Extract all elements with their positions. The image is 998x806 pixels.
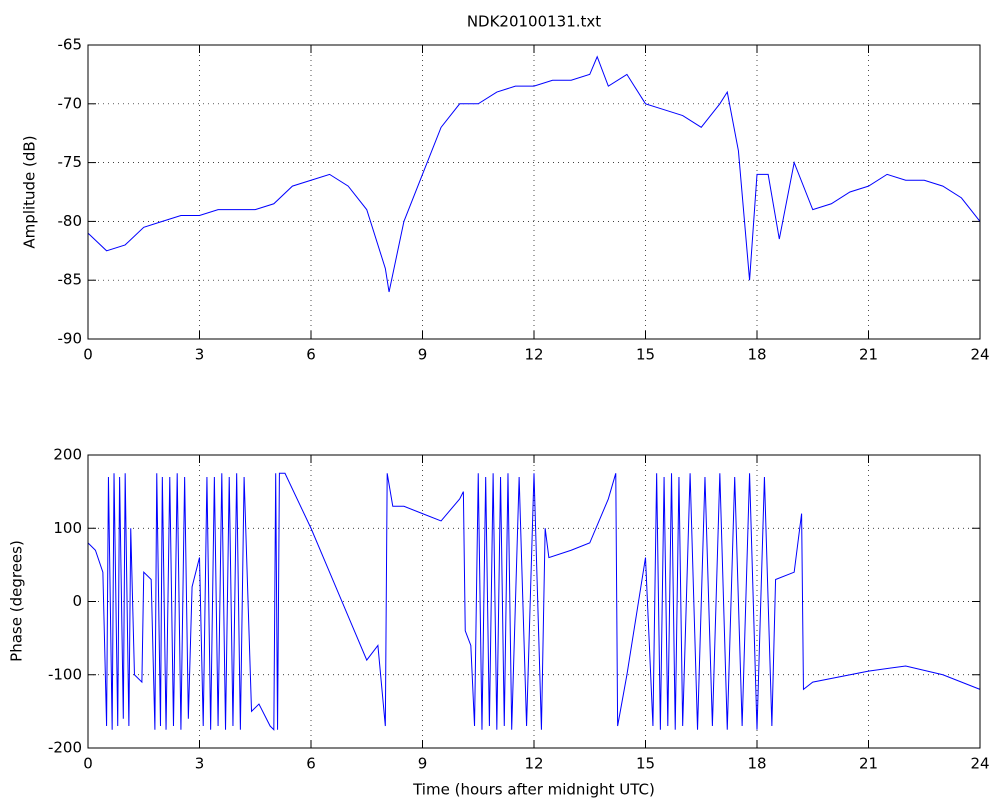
x-tick-label: 15 — [636, 346, 655, 364]
x-tick-label: 18 — [747, 346, 766, 364]
y-tick-label: -80 — [58, 212, 83, 230]
y-tick-label: -200 — [48, 739, 82, 757]
x-tick-label: 9 — [418, 755, 428, 773]
x-tick-label: 3 — [195, 755, 205, 773]
y-tick-label: -85 — [58, 271, 83, 289]
x-tick-label: 12 — [524, 346, 543, 364]
axes-frame — [87, 454, 981, 749]
x-tick-label: 3 — [195, 346, 205, 364]
axes-frame — [87, 44, 981, 340]
y-tick-label: -65 — [58, 36, 83, 54]
y-tick-label: -100 — [48, 665, 82, 683]
y-tick-label: 0 — [72, 592, 82, 610]
y-tick-label: -90 — [58, 330, 83, 348]
y-axis-label: Amplitude (dB) — [21, 135, 39, 248]
chart-title: NDK20100131.txt — [467, 13, 601, 31]
data-line — [87, 472, 981, 731]
x-tick-label: 9 — [418, 346, 428, 364]
x-tick-label: 6 — [306, 346, 316, 364]
y-tick-label: 100 — [53, 519, 82, 537]
data-line — [87, 55, 981, 293]
y-axis-label: Phase (degrees) — [8, 540, 26, 662]
x-tick-label: 12 — [524, 755, 543, 773]
y-tick-label: -75 — [58, 153, 83, 171]
x-tick-label: 24 — [970, 755, 989, 773]
x-tick-label: 15 — [636, 755, 655, 773]
x-tick-label: 24 — [970, 346, 989, 364]
x-tick-label: 0 — [83, 346, 93, 364]
x-tick-label: 0 — [83, 755, 93, 773]
x-tick-label: 6 — [306, 755, 316, 773]
y-tick-label: -70 — [58, 94, 83, 112]
x-tick-label: 21 — [859, 346, 878, 364]
plot-area — [88, 45, 980, 339]
y-tick-label: 200 — [53, 446, 82, 464]
x-tick-label: 21 — [859, 755, 878, 773]
x-tick-label: 18 — [747, 755, 766, 773]
x-axis-label: Time (hours after midnight UTC) — [412, 781, 655, 799]
